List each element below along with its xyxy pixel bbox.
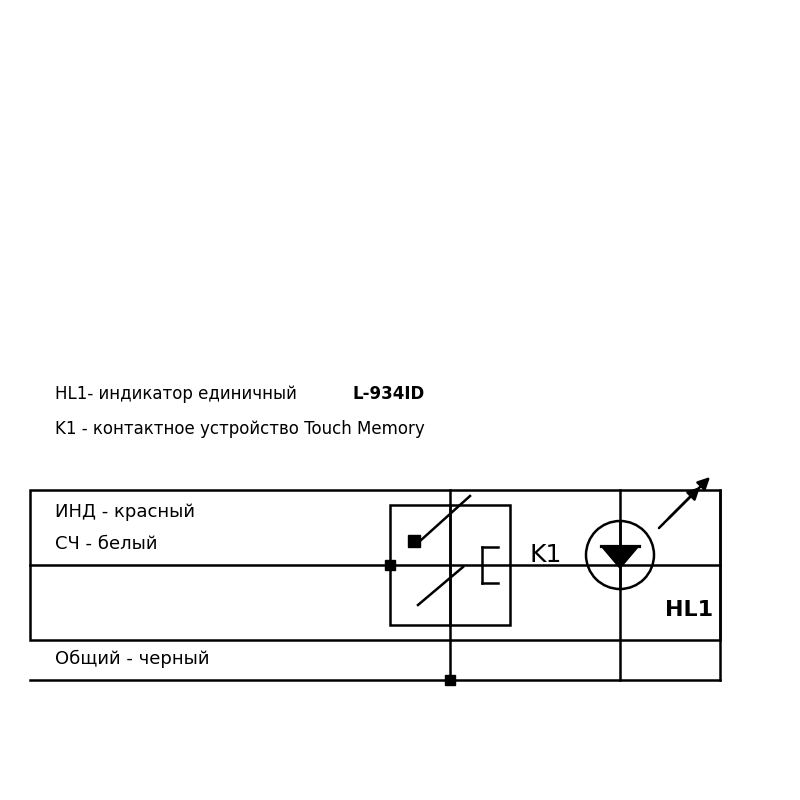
Text: HL1: HL1 bbox=[665, 600, 713, 620]
Bar bbox=[30, 490, 720, 640]
Polygon shape bbox=[602, 546, 638, 568]
Text: HL1- индикатор единичный: HL1- индикатор единичный bbox=[55, 385, 302, 403]
Bar bbox=[390, 505, 510, 625]
Bar bbox=[408, 535, 420, 547]
Text: СЧ - белый: СЧ - белый bbox=[55, 535, 158, 553]
Text: ИНД - красный: ИНД - красный bbox=[55, 503, 195, 521]
Bar bbox=[385, 560, 395, 570]
Text: Общий - черный: Общий - черный bbox=[55, 650, 210, 668]
Text: K1: K1 bbox=[530, 543, 562, 567]
Text: L-934ID: L-934ID bbox=[353, 385, 426, 403]
Bar bbox=[445, 675, 455, 685]
Text: K1 - контактное устройство Touch Memory: K1 - контактное устройство Touch Memory bbox=[55, 420, 425, 438]
